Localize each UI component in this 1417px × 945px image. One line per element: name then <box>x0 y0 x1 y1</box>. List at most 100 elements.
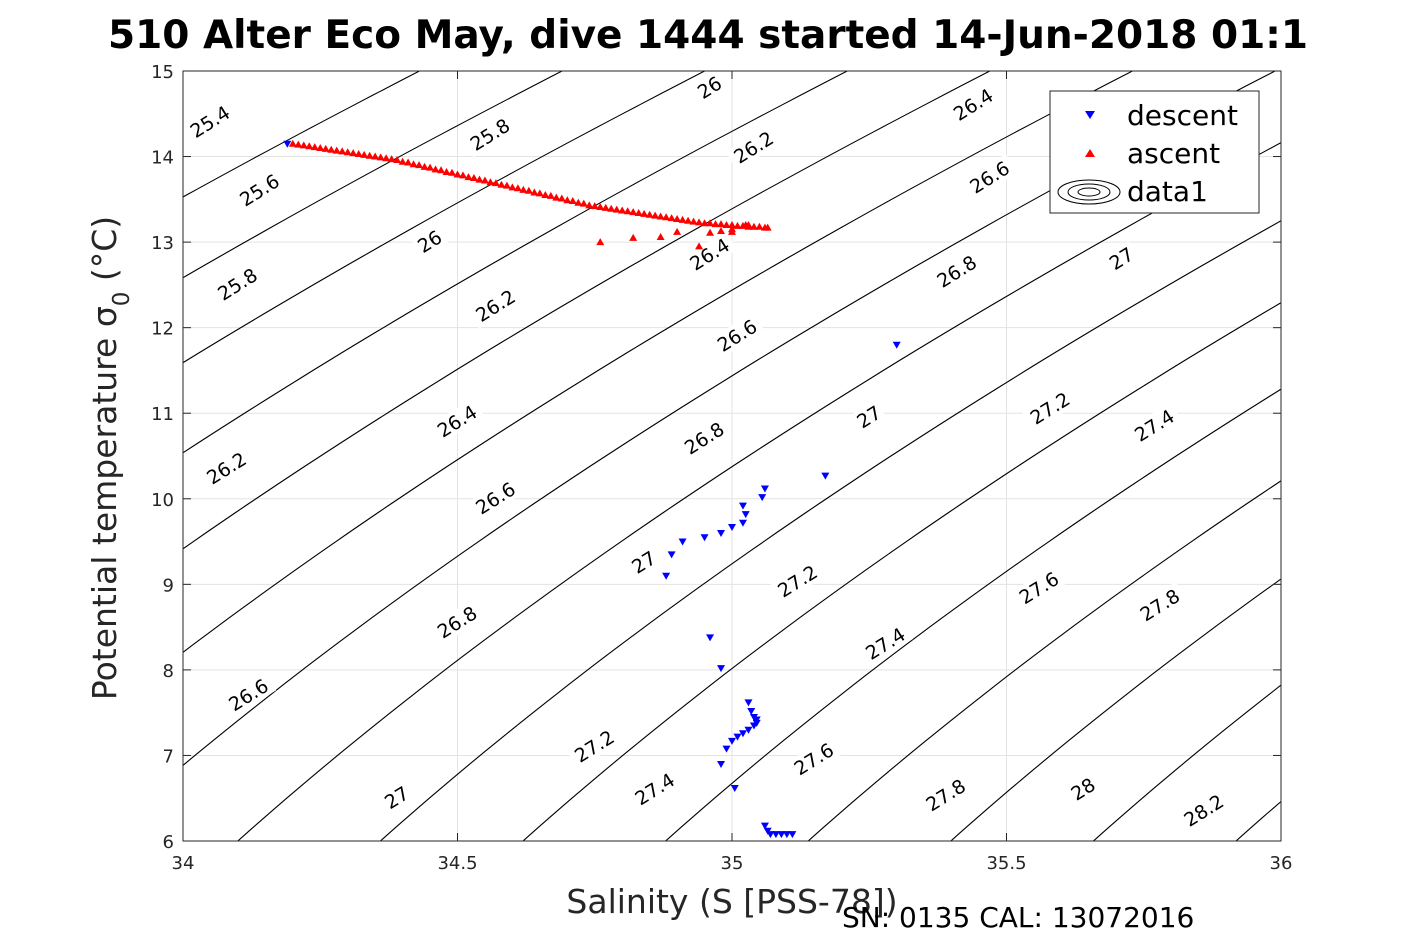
ascent-point <box>431 165 440 173</box>
ascent-point <box>480 176 489 184</box>
ascent-point <box>755 222 764 230</box>
ascent-point <box>728 221 736 228</box>
contour-label-halo <box>1175 787 1232 834</box>
ascent-point <box>382 154 391 162</box>
contour-label-halo <box>467 282 524 329</box>
ascent-point <box>327 145 336 153</box>
ascent-point <box>645 210 654 218</box>
descent-point <box>758 494 767 502</box>
ascent-point <box>310 143 319 151</box>
ascent-point <box>629 233 638 241</box>
ascent-point <box>546 191 555 199</box>
descent-point <box>717 761 726 768</box>
ascent-point <box>475 175 484 183</box>
descent-point <box>760 485 769 493</box>
ascent-point <box>673 227 682 235</box>
descent-point <box>730 784 739 792</box>
descent-point <box>782 831 791 839</box>
contour-label-halo <box>1102 241 1140 276</box>
descent-point <box>821 472 830 480</box>
contour-label-halo <box>429 397 485 445</box>
ascent-point <box>458 171 467 179</box>
descent-point <box>892 341 901 349</box>
contour-line <box>950 578 1281 841</box>
y-axis-label-main: Potential temperature σ <box>85 306 124 700</box>
contour-label-halo <box>1010 564 1067 611</box>
descent-point <box>717 530 726 537</box>
contour-line <box>807 480 1281 841</box>
ascent-point <box>415 161 424 169</box>
ascent-point <box>491 179 500 187</box>
contour-line <box>183 71 992 550</box>
ascent-point <box>426 163 435 171</box>
contour-label-halo <box>411 223 449 259</box>
ascent-point <box>656 232 665 240</box>
ascent-point <box>563 196 572 204</box>
ascent-point <box>601 203 610 211</box>
x-tick-label: 34 <box>172 853 195 874</box>
ascent-point <box>640 209 649 217</box>
ascent-point <box>568 197 577 205</box>
ascent-point <box>711 220 720 228</box>
ascent-point <box>763 223 772 231</box>
ascent-point <box>579 199 588 207</box>
contour-label-halo <box>231 166 288 214</box>
legend-descent-marker <box>1085 111 1095 119</box>
ascent-point <box>387 155 396 163</box>
y-tick-label: 10 <box>151 490 174 511</box>
contour-label-halo <box>467 474 524 522</box>
ascent-point <box>305 142 314 150</box>
ascent-point <box>557 194 566 202</box>
contour-label-halo <box>928 248 985 295</box>
ascent-point <box>689 217 698 225</box>
ascent-point <box>623 207 632 215</box>
descent-point <box>788 831 797 839</box>
ascent-point <box>393 155 402 163</box>
ascent-point <box>662 213 671 221</box>
y-tick-label: 12 <box>151 319 174 340</box>
x-axis-label: Salinity (S [PSS-78]) <box>566 882 897 921</box>
ascent-point <box>486 178 495 186</box>
descent-series <box>283 140 901 839</box>
ascent-point <box>519 185 528 193</box>
axis-ticks: 34 34.5 35 35.5 36 6 7 8 9 10 11 12 13 14 15 <box>151 62 1292 874</box>
y-axis-label-subscript: 0 <box>109 292 135 307</box>
ascent-point <box>596 238 605 246</box>
contour-label-halo <box>945 81 1001 128</box>
contour-label-halo <box>681 230 738 278</box>
contour-label-halo <box>625 544 663 580</box>
ascent-point <box>371 152 380 160</box>
contour-label-halo <box>917 771 974 818</box>
y-axis-label: Potential temperature σ0 (°C) <box>85 216 135 700</box>
contour-label-halo <box>209 260 266 308</box>
legend-descent-label: descent <box>1127 99 1238 132</box>
x-tick-label: 36 <box>1270 853 1293 874</box>
descent-point <box>744 726 753 734</box>
contour-label-halo <box>769 557 826 605</box>
ascent-point <box>338 147 347 155</box>
contour-line <box>379 220 1281 841</box>
ascent-point <box>695 218 704 226</box>
legend-ascent-marker <box>1085 149 1095 157</box>
ascent-point <box>508 183 517 191</box>
contour-line <box>183 71 564 279</box>
x-tick-label: 35 <box>721 853 744 874</box>
ascent-series <box>288 139 772 250</box>
y-tick-label: 8 <box>163 661 174 682</box>
descent-point <box>744 699 753 707</box>
ascent-point <box>590 202 599 210</box>
descent-point <box>728 737 736 745</box>
chart-title: 510 Alter Eco May, dive 1444 started 14-… <box>108 13 1308 58</box>
ascent-point <box>700 219 709 227</box>
y-tick-label: 15 <box>151 62 174 83</box>
ascent-point <box>541 191 550 199</box>
ascent-point <box>464 173 473 181</box>
contour-line <box>664 388 1281 841</box>
y-tick-label: 11 <box>151 404 174 425</box>
ascent-point <box>398 157 407 165</box>
descent-point <box>733 733 742 741</box>
ascent-point <box>612 205 621 213</box>
legend-ascent-label: ascent <box>1127 137 1220 170</box>
ascent-point <box>442 167 451 175</box>
contour-label-halo <box>181 98 238 145</box>
